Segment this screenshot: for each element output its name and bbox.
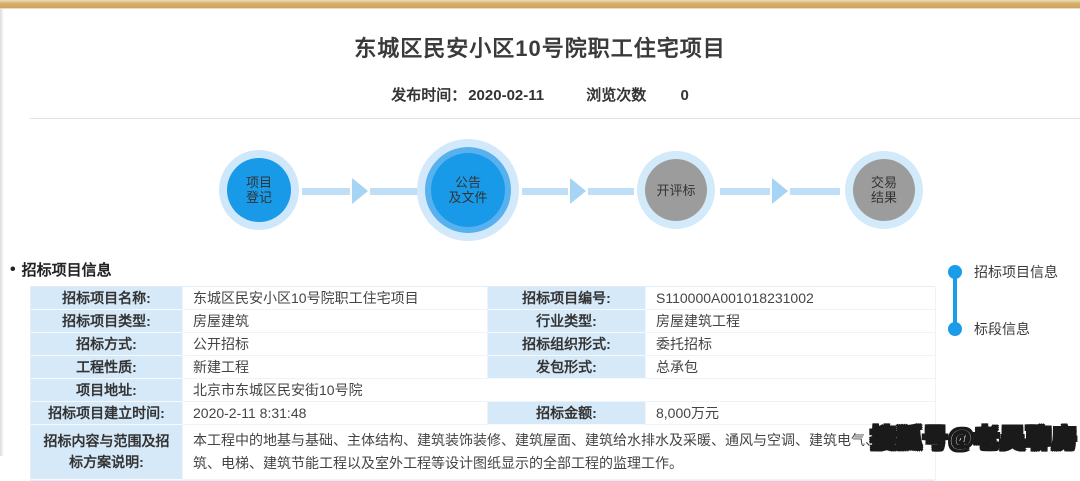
flow-step-trade-result[interactable]: 交易 结果 xyxy=(853,159,915,221)
watermark-sohu-account: 搜狐号@老吴聊房 xyxy=(870,424,1078,454)
table-value-industry-type: 房屋建筑工程 xyxy=(646,310,936,333)
table-value-created-time: 2020-2-11 8:31:48 xyxy=(183,402,488,425)
sidenav-item-tender-info[interactable]: 招标项目信息 xyxy=(948,262,1058,282)
flow-step-label: 项目 xyxy=(245,175,272,190)
table-value-project-type: 房屋建筑 xyxy=(183,310,488,333)
table-value-tender-method: 公开招标 xyxy=(183,333,488,356)
tender-info-table: 招标项目名称: 东城区民安小区10号院职工住宅项目 招标项目编号: S11000… xyxy=(30,286,936,481)
table-label-project-nature: 工程性质: xyxy=(31,356,183,379)
section-header-tender-info: • 招标项目信息 xyxy=(10,259,1080,280)
top-accent-bar xyxy=(0,0,1080,9)
sidenav-item-label: 招标项目信息 xyxy=(974,264,1058,280)
table-label-project-name: 招标项目名称: xyxy=(31,287,183,310)
arrow-right-icon xyxy=(570,178,586,204)
table-value-tender-amount: 8,000万元 xyxy=(646,402,936,425)
header-divider xyxy=(30,118,1080,119)
table-label-tender-amount: 招标金额: xyxy=(488,402,646,425)
arrow-bar xyxy=(720,187,770,195)
publish-time-label: 发布时间： xyxy=(391,87,467,104)
process-flow: 项目 登记 公告 及文件 开评标 交易 结果 xyxy=(0,119,1080,257)
table-label-tender-method: 招标方式: xyxy=(31,333,183,356)
page-left-edge xyxy=(0,9,4,456)
flow-step-label: 公告 xyxy=(454,175,481,190)
arrow-right-icon xyxy=(352,178,368,204)
arrow-bar xyxy=(302,187,350,195)
publish-time-value: 2020-02-11 xyxy=(468,87,545,104)
sidenav-item-label: 标段信息 xyxy=(974,321,1030,337)
flow-arrow-2 xyxy=(522,177,634,205)
sidenav-item-section-info[interactable]: 标段信息 xyxy=(948,319,1030,339)
table-label-scope-description: 招标内容与范围及招标方案说明: xyxy=(31,425,183,480)
bullet-icon: • xyxy=(10,260,16,278)
publish-meta: 发布时间： 2020-02-11 浏览次数 0 xyxy=(0,84,1080,105)
arrow-bar xyxy=(370,187,418,195)
page-title: 东城区民安小区10号院职工住宅项目 xyxy=(354,36,726,61)
flow-arrow-1 xyxy=(302,177,418,205)
table-value-scope-description: 本工程中的地基与基础、主体结构、建筑装饰装修、建筑屋面、建筑给水排水及采暖、通风… xyxy=(183,425,936,480)
views-count: 0 xyxy=(680,87,689,104)
flow-step-label: 及文件 xyxy=(448,190,488,205)
flow-step-label: 结果 xyxy=(870,190,897,205)
nav-dot-icon xyxy=(948,322,962,336)
nav-connector-line xyxy=(953,270,957,328)
table-label-organization-form: 招标组织形式: xyxy=(488,333,646,356)
flow-step-project-register[interactable]: 项目 登记 xyxy=(227,158,291,222)
table-value-project-nature: 新建工程 xyxy=(183,356,488,379)
anchor-side-nav: 招标项目信息 标段信息 xyxy=(948,262,1078,342)
table-label-project-number: 招标项目编号: xyxy=(488,287,646,310)
table-label-created-time: 招标项目建立时间: xyxy=(31,402,183,425)
arrow-bar xyxy=(588,187,634,195)
table-label-project-address: 项目地址: xyxy=(31,379,183,402)
table-label-project-type: 招标项目类型: xyxy=(31,310,183,333)
flow-step-bid-opening[interactable]: 开评标 xyxy=(645,159,707,221)
table-value-project-address: 北京市东城区民安街10号院 xyxy=(183,379,936,402)
table-label-industry-type: 行业类型: xyxy=(488,310,646,333)
arrow-right-icon xyxy=(772,178,788,204)
arrow-bar xyxy=(522,187,568,195)
flow-step-label: 交易 xyxy=(870,175,897,190)
section-title: 招标项目信息 xyxy=(21,262,112,279)
table-value-organization-form: 委托招标 xyxy=(646,333,936,356)
table-label-contract-form: 发包形式: xyxy=(488,356,646,379)
table-value-contract-form: 总承包 xyxy=(646,356,936,379)
flow-arrow-3 xyxy=(720,177,840,205)
table-value-project-name: 东城区民安小区10号院职工住宅项目 xyxy=(183,287,488,310)
table-value-project-number: S110000A001018231002 xyxy=(646,287,936,310)
nav-dot-icon xyxy=(948,265,962,279)
views-label: 浏览次数 xyxy=(586,87,647,104)
flow-step-announcement-files[interactable]: 公告 及文件 xyxy=(431,153,505,227)
flow-step-label: 开评标 xyxy=(656,182,696,198)
arrow-bar xyxy=(790,187,840,195)
flow-step-label: 登记 xyxy=(245,190,272,205)
